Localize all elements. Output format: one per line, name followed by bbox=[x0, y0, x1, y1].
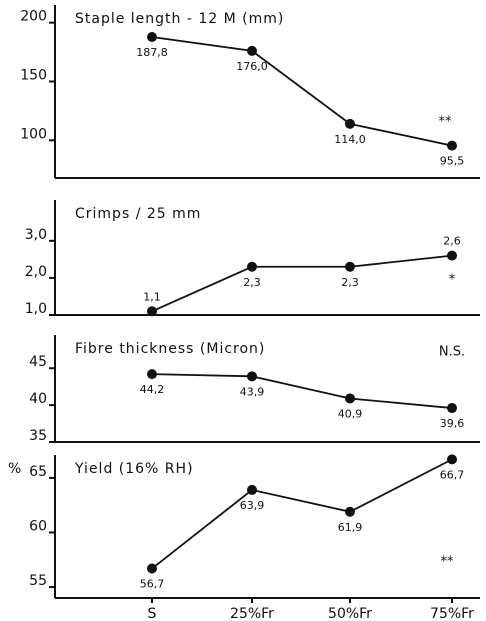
y-tick-label: 60 bbox=[29, 519, 47, 535]
point bbox=[247, 261, 257, 272]
panel-title: Fibre thickness (Micron) bbox=[75, 341, 265, 357]
value-label: 39,6 bbox=[440, 417, 465, 430]
annotation: * bbox=[449, 273, 456, 288]
panel-title: Staple length - 12 M (mm) bbox=[75, 11, 284, 27]
y-tick-label: 3,0 bbox=[25, 227, 47, 243]
y-tick-label: 100 bbox=[20, 126, 47, 142]
y-tick-label: 40 bbox=[29, 391, 47, 407]
annotation: ** bbox=[441, 555, 455, 570]
line bbox=[151, 36, 453, 147]
x-tick-label: S bbox=[148, 606, 157, 621]
point bbox=[247, 484, 257, 495]
value-label: 176,0 bbox=[236, 60, 268, 73]
y-tick-label: 45 bbox=[29, 354, 47, 370]
point bbox=[147, 306, 157, 317]
y-tick-label: 55 bbox=[29, 573, 47, 589]
value-label: 114,0 bbox=[334, 133, 366, 146]
y-axis-label: % bbox=[8, 461, 21, 477]
value-label: 2,3 bbox=[341, 276, 359, 289]
y-tick-label: 200 bbox=[20, 9, 47, 25]
y-tick-label: 35 bbox=[29, 428, 47, 444]
value-label: 61,9 bbox=[338, 521, 363, 534]
point bbox=[147, 32, 157, 43]
value-label: 56,7 bbox=[140, 578, 165, 591]
point bbox=[247, 371, 257, 382]
panel-title: Yield (16% RH) bbox=[74, 461, 194, 477]
point bbox=[147, 563, 157, 574]
value-label: 40,9 bbox=[338, 407, 363, 420]
line bbox=[151, 458, 453, 570]
x-tick-label: 75%Fr bbox=[430, 606, 474, 621]
annotation: ** bbox=[439, 115, 453, 130]
point bbox=[447, 454, 457, 465]
point bbox=[345, 506, 355, 517]
value-label: 44,2 bbox=[140, 383, 165, 396]
line bbox=[151, 373, 453, 409]
point bbox=[147, 369, 157, 380]
line bbox=[151, 254, 453, 313]
point bbox=[247, 45, 257, 56]
value-label: 63,9 bbox=[240, 499, 265, 512]
point bbox=[345, 261, 355, 272]
value-label: 1,1 bbox=[143, 290, 161, 303]
value-label: 2,3 bbox=[243, 276, 261, 289]
point bbox=[345, 393, 355, 404]
annotation: N.S. bbox=[439, 345, 465, 360]
point bbox=[447, 403, 457, 414]
value-label: 2,6 bbox=[443, 235, 461, 248]
y-tick-label: 1,0 bbox=[25, 301, 47, 317]
value-label: 43,9 bbox=[240, 385, 265, 398]
point bbox=[447, 250, 457, 261]
point bbox=[345, 118, 355, 129]
value-label: 95,5 bbox=[440, 155, 465, 168]
value-label: 187,8 bbox=[136, 46, 168, 59]
y-tick-label: 2,0 bbox=[25, 264, 47, 280]
y-tick-label: 150 bbox=[20, 67, 47, 83]
value-label: 66,7 bbox=[440, 468, 465, 481]
panel-title: Crimps / 25 mm bbox=[75, 206, 201, 222]
y-tick-label: 65 bbox=[29, 464, 47, 480]
point bbox=[447, 140, 457, 151]
x-tick-label: 50%Fr bbox=[328, 606, 372, 621]
x-tick-label: 25%Fr bbox=[230, 606, 274, 621]
